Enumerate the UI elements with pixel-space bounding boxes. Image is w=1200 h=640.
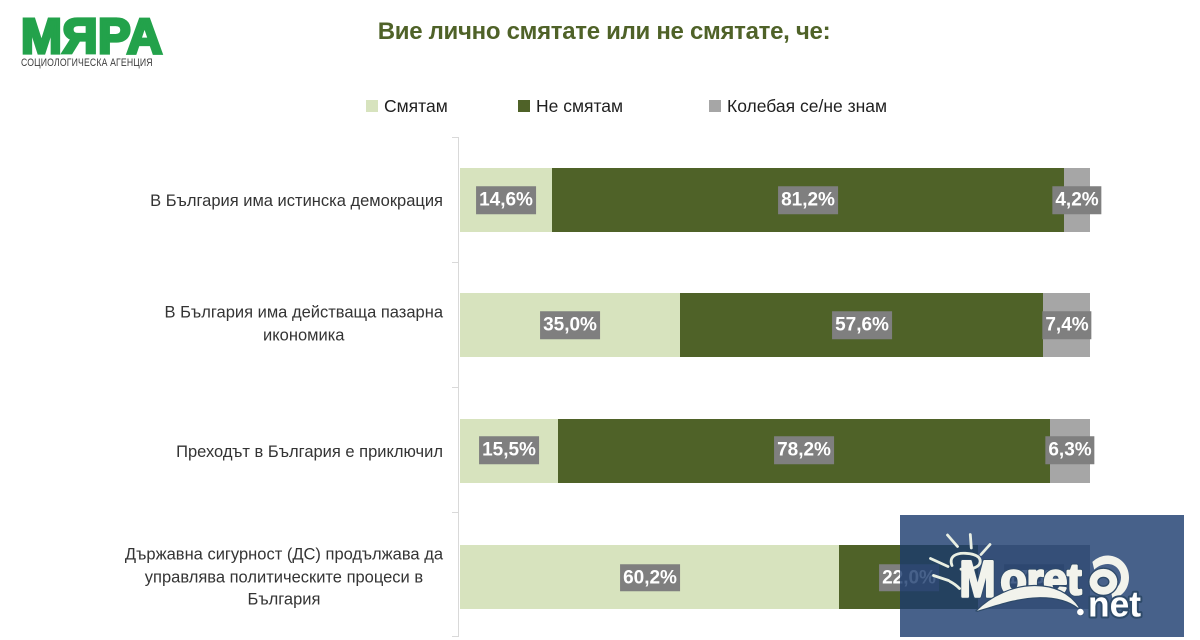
svg-text:net: net bbox=[1088, 584, 1141, 625]
svg-text:net: net bbox=[1088, 584, 1141, 625]
